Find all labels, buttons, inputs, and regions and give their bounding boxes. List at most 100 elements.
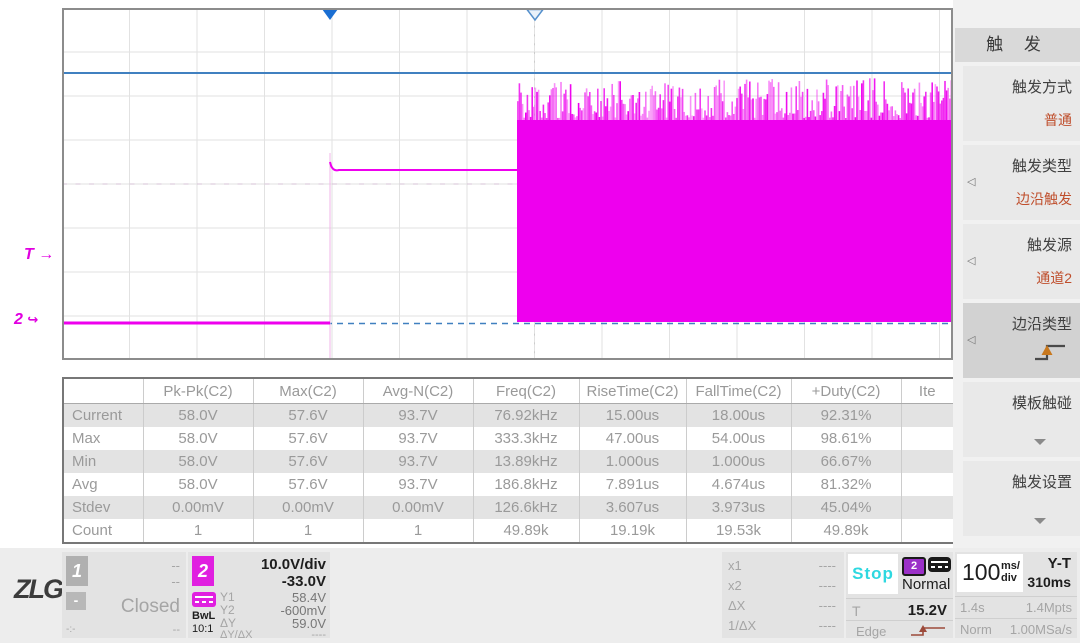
item-label: 边沿类型	[1011, 316, 1072, 333]
cell: 66.67%	[790, 450, 901, 473]
cell: 3.973us	[685, 496, 791, 519]
channel2-block[interactable]: 2 10.0V/div -33.0V BwL 10:1 Y1 58.4V Y2 …	[188, 552, 330, 641]
menu-item-trigger-source[interactable]: 触发源 通道2	[963, 224, 1080, 299]
cell: 0.00mV	[142, 496, 253, 519]
cell: 0.00mV	[362, 496, 473, 519]
col-header: Max(C2)	[252, 378, 363, 404]
timebase-scale-box[interactable]: 100 ms/ div	[957, 554, 1023, 592]
channel-marker-label: 2	[14, 311, 23, 328]
rising-edge-icon	[1035, 344, 1065, 361]
waveform-display[interactable]	[62, 8, 953, 360]
cell: 15.00us	[578, 403, 686, 427]
cell	[900, 403, 954, 427]
menu-item-trigger-settings[interactable]: 触发设置	[963, 461, 1080, 536]
xcursor-value: ----	[818, 618, 836, 633]
timebase-unit-bottom: div	[1001, 572, 1017, 584]
trigger-marker-label: T	[24, 246, 34, 263]
channel1-badge: 1	[66, 556, 88, 586]
cell	[900, 427, 954, 450]
menu-item-template-trigger[interactable]: 模板触碰	[963, 382, 1080, 457]
cell: 47.00us	[578, 427, 686, 450]
col-header: FallTime(C2)	[685, 378, 791, 404]
cell: 18.00us	[685, 403, 791, 427]
trigger-level-marker[interactable]: T	[24, 246, 54, 264]
cell: 58.0V	[142, 403, 253, 427]
cursor-label: ΔY	[220, 616, 237, 630]
item-label: 模板触碰	[1011, 395, 1072, 412]
cell: 49.89k	[472, 519, 579, 543]
cell: 57.6V	[252, 473, 363, 496]
chevron-down-icon	[1034, 518, 1046, 524]
cell: 45.04%	[790, 496, 901, 519]
timebase-delay: 310ms	[1027, 574, 1071, 590]
timebase-block[interactable]: 100 ms/ div Y-T 310ms 1.4s 1.4Mpts Norm …	[955, 552, 1077, 638]
run-state[interactable]: Stop	[848, 554, 898, 594]
col-header: +Duty(C2)	[790, 378, 901, 404]
cell: 98.61%	[790, 427, 901, 450]
ch1-misc-left: -:-	[66, 624, 76, 635]
ch2-bwl: BwL	[192, 610, 216, 622]
cursor-value: -600mV	[280, 603, 326, 618]
item-value: 边沿触发	[1016, 191, 1072, 207]
col-header: Freq(C2)	[472, 378, 579, 404]
cell: 58.0V	[142, 473, 253, 496]
menu-item-edge-type[interactable]: 边沿类型	[963, 303, 1080, 378]
cursor-label: Y1	[220, 590, 235, 604]
ch2-probe: 10:1	[192, 623, 214, 635]
sample-rate: 1.00MSa/s	[1009, 622, 1072, 637]
ch1-minus-badge[interactable]: -	[66, 592, 86, 610]
xcursor-value: ----	[818, 598, 836, 613]
cell: 19.53k	[685, 519, 791, 543]
trigger-mode: Normal	[902, 576, 951, 593]
item-label: 触发设置	[1011, 474, 1072, 491]
row-name: Stdev	[62, 496, 143, 519]
cell: 1	[362, 519, 473, 543]
cell: 58.0V	[142, 450, 253, 473]
row-name: Avg	[62, 473, 143, 496]
cell: 1	[252, 519, 363, 543]
xcursor-value: ----	[818, 578, 836, 593]
cell	[900, 473, 954, 496]
cell: 93.7V	[362, 473, 473, 496]
menu-item-trigger-mode[interactable]: 触发方式 普通	[963, 66, 1080, 141]
channel1-block[interactable]: 1 -- -- - Closed -:- --	[62, 552, 186, 638]
cell: 1.000us	[685, 450, 791, 473]
cell: 3.607us	[578, 496, 686, 519]
row-name: Count	[62, 519, 143, 543]
cell: 4.674us	[685, 473, 791, 496]
item-label: 触发方式	[1011, 79, 1072, 96]
cell: 92.31%	[790, 403, 901, 427]
trigger-type: Edge	[856, 624, 887, 639]
cursor-value: ----	[311, 629, 326, 641]
item-label: 触发源	[1026, 237, 1072, 254]
xcursor-label: x1	[728, 558, 742, 573]
zlg-logo: ZLG®	[14, 574, 70, 604]
ch1-value1: --	[171, 558, 180, 573]
col-header: Avg-N(C2)	[362, 378, 473, 404]
cell: 93.7V	[362, 427, 473, 450]
ch1-status: Closed	[120, 596, 180, 617]
table-row-min: Min 58.0V 57.6V 93.7V 13.89kHz 1.000us 1…	[62, 450, 954, 473]
xcursor-label: ΔX	[728, 598, 746, 613]
cell: 7.891us	[578, 473, 686, 496]
col-header: Ite	[900, 378, 954, 404]
ch1-misc-right: --	[172, 624, 180, 636]
channel2-badge: 2	[192, 556, 214, 586]
ch1-value2: --	[171, 574, 180, 589]
cell: 93.7V	[362, 403, 473, 427]
channel2-position-marker[interactable]: 2	[14, 311, 38, 329]
cell	[900, 519, 954, 543]
trigger-menu-title: 触 发	[955, 28, 1080, 62]
timebase-unit-top: ms/	[1001, 560, 1020, 572]
xcursor-label: x2	[728, 578, 742, 593]
cursor-value: 58.4V	[292, 590, 326, 605]
dc-coupling-icon	[192, 592, 216, 607]
cell: 0.00mV	[252, 496, 363, 519]
cell	[900, 496, 954, 519]
trigger-status-block[interactable]: Stop 2 Normal T 15.2V Edge	[846, 552, 953, 639]
row-name: Max	[62, 427, 143, 450]
cell: 76.92kHz	[472, 403, 579, 427]
table-row-count: Count 1 1 1 49.89k 19.19k 19.53k 49.89k	[62, 519, 954, 543]
trigger-t-label: T	[852, 603, 861, 619]
menu-item-trigger-type[interactable]: 触发类型 边沿触发	[963, 145, 1080, 220]
